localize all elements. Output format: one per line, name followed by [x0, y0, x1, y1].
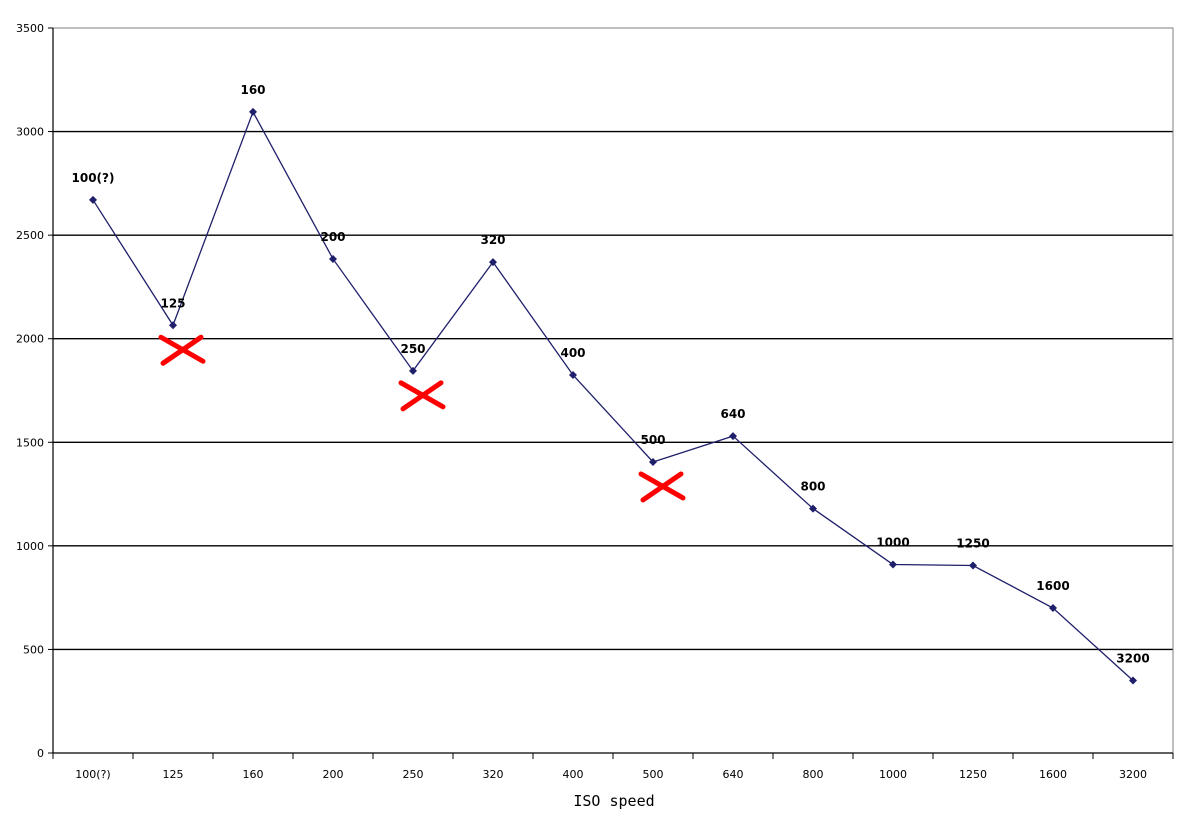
data-point — [329, 254, 337, 263]
x-tick-label: 640 — [723, 768, 744, 781]
cross-stroke — [400, 380, 444, 412]
x-tick-label: 1250 — [959, 768, 987, 781]
data-label: 160 — [240, 83, 265, 97]
y-tick-label: 3000 — [16, 126, 44, 139]
data-label: 400 — [560, 346, 585, 360]
data-label: 500 — [640, 433, 665, 447]
red-cross-mark — [398, 380, 446, 412]
y-tick-label: 1500 — [16, 436, 44, 449]
data-point — [809, 504, 817, 513]
annotations — [158, 334, 686, 503]
x-tick-label: 800 — [803, 768, 824, 781]
x-tick-label: 320 — [483, 768, 504, 781]
data-label: 100(?) — [72, 171, 115, 185]
data-label: 320 — [480, 233, 505, 247]
x-tick-label: 400 — [563, 768, 584, 781]
data-labels: 100(?) 125 160 200 250 320 400 500 640 800 1000 125… — [72, 83, 1150, 666]
series-line — [92, 110, 1134, 681]
x-tick-label: 160 — [243, 768, 264, 781]
y-tick-label: 500 — [23, 643, 44, 656]
plot-area-border — [52, 27, 1174, 754]
data-point — [569, 370, 577, 379]
data-label: 200 — [320, 230, 345, 244]
data-label: 250 — [400, 342, 425, 356]
data-label: 1000 — [876, 536, 909, 550]
x-tick-label: 200 — [323, 768, 344, 781]
data-point — [649, 457, 657, 466]
data-point — [969, 561, 977, 570]
red-cross-mark — [158, 334, 206, 366]
y-tick-label: 3500 — [16, 22, 44, 35]
y-tick-label: 0 — [37, 747, 44, 760]
y-tick-label: 2500 — [16, 229, 44, 242]
data-point — [729, 432, 737, 441]
data-point — [169, 321, 177, 330]
cross-stroke — [640, 471, 684, 503]
data-label: 1600 — [1036, 579, 1069, 593]
data-label: 3200 — [1116, 652, 1149, 666]
axes: 0 500 1000 1500 2000 2500 3000 3500 100(?) 125 160… — [16, 22, 1174, 781]
y-tick-label: 2000 — [16, 333, 44, 346]
x-tick-label: 250 — [403, 768, 424, 781]
data-label: 1250 — [956, 537, 989, 551]
series — [89, 107, 1137, 685]
x-tick-label: 500 — [643, 768, 664, 781]
data-point — [409, 366, 417, 375]
red-cross-mark — [638, 471, 686, 503]
x-tick-label: 3200 — [1119, 768, 1147, 781]
data-point — [89, 195, 97, 204]
data-point — [489, 258, 497, 267]
data-label: 800 — [800, 480, 825, 494]
y-tick-label: 1000 — [16, 540, 44, 553]
gridlines — [53, 130, 1173, 651]
data-point — [889, 560, 897, 569]
x-axis-title: ISO speed — [573, 792, 654, 810]
cross-stroke — [160, 334, 204, 366]
x-tick-label: 100(?) — [75, 768, 110, 781]
x-tick-label: 1000 — [879, 768, 907, 781]
data-label: 125 — [160, 296, 185, 310]
data-point — [1129, 676, 1137, 685]
x-tick-label: 125 — [163, 768, 184, 781]
data-point — [249, 107, 257, 116]
x-tick-label: 1600 — [1039, 768, 1067, 781]
data-point — [1049, 604, 1057, 612]
data-label: 640 — [720, 407, 745, 421]
